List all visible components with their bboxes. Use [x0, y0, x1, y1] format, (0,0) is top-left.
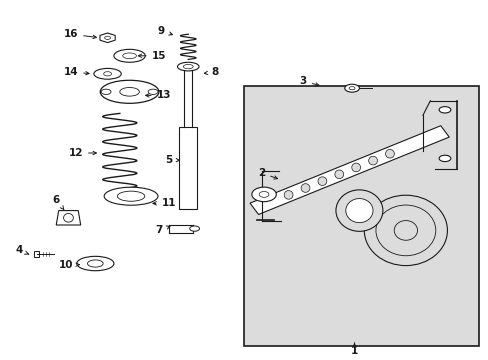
- Text: 12: 12: [68, 148, 96, 158]
- Text: 16: 16: [63, 29, 96, 39]
- Ellipse shape: [438, 155, 450, 162]
- Ellipse shape: [438, 107, 450, 113]
- Ellipse shape: [301, 184, 309, 192]
- Text: 14: 14: [63, 67, 89, 77]
- Ellipse shape: [344, 84, 359, 92]
- Ellipse shape: [104, 187, 158, 205]
- Ellipse shape: [345, 199, 372, 222]
- Ellipse shape: [375, 205, 435, 256]
- Ellipse shape: [94, 68, 121, 79]
- Ellipse shape: [100, 80, 159, 103]
- Polygon shape: [100, 33, 115, 42]
- Ellipse shape: [183, 64, 193, 69]
- Ellipse shape: [117, 191, 144, 201]
- Ellipse shape: [335, 190, 382, 231]
- Text: 3: 3: [299, 76, 318, 86]
- Text: 1: 1: [350, 343, 357, 356]
- Text: 2: 2: [258, 168, 277, 179]
- Text: 7: 7: [155, 225, 170, 235]
- Ellipse shape: [351, 163, 360, 172]
- Ellipse shape: [87, 260, 103, 267]
- Ellipse shape: [103, 72, 111, 76]
- Ellipse shape: [284, 190, 292, 199]
- Ellipse shape: [122, 53, 136, 59]
- Ellipse shape: [368, 156, 377, 165]
- Text: 13: 13: [145, 90, 171, 100]
- Ellipse shape: [63, 213, 73, 222]
- Text: 11: 11: [153, 198, 176, 208]
- Ellipse shape: [393, 221, 417, 240]
- Bar: [34, 251, 39, 257]
- Ellipse shape: [364, 195, 447, 266]
- Text: 4: 4: [16, 245, 29, 255]
- Ellipse shape: [317, 177, 326, 185]
- Text: 15: 15: [138, 51, 166, 61]
- Text: 5: 5: [165, 155, 179, 165]
- Ellipse shape: [177, 62, 199, 71]
- Text: 10: 10: [59, 260, 79, 270]
- Ellipse shape: [120, 87, 139, 96]
- Ellipse shape: [334, 170, 343, 179]
- Text: 6: 6: [53, 195, 64, 210]
- Text: 8: 8: [204, 67, 218, 77]
- Ellipse shape: [104, 36, 110, 39]
- Bar: [179, 127, 197, 209]
- Ellipse shape: [77, 256, 114, 271]
- Text: 9: 9: [158, 26, 172, 36]
- Ellipse shape: [259, 192, 268, 197]
- Ellipse shape: [101, 89, 111, 94]
- Ellipse shape: [189, 226, 199, 231]
- Ellipse shape: [114, 49, 145, 62]
- Ellipse shape: [385, 149, 393, 158]
- Bar: [244, 86, 478, 346]
- Polygon shape: [56, 211, 81, 225]
- Ellipse shape: [148, 89, 158, 94]
- Ellipse shape: [348, 87, 354, 90]
- Ellipse shape: [251, 187, 276, 202]
- Polygon shape: [249, 126, 448, 215]
